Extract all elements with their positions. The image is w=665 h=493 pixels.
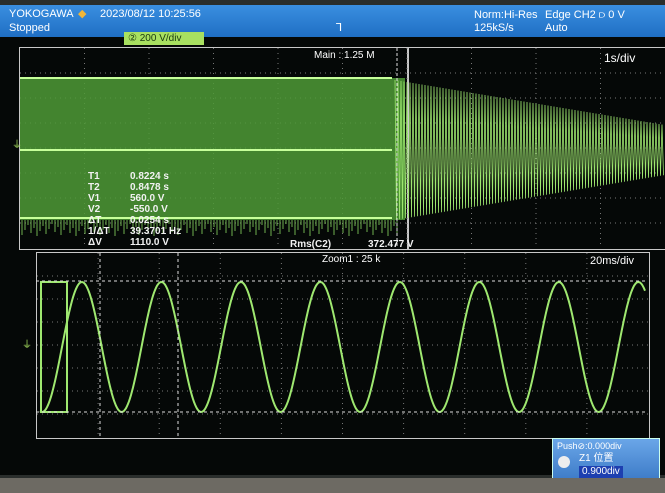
main-panel <box>19 47 409 250</box>
zoom-sine-waveform <box>39 280 646 414</box>
zoom-factor: Zoom1 : 25 k <box>322 254 381 265</box>
ground-marker-icon: ⏚ <box>12 140 22 151</box>
measurement-name: ΔT <box>88 215 102 226</box>
sample-rate: 125kS/s <box>474 22 514 34</box>
trigger-position-icon: Ꞁ <box>336 22 343 34</box>
channel2-scale[interactable]: ② 200 V/div <box>124 32 204 45</box>
brand-logo: YOKOGAWA <box>9 8 74 20</box>
status-header: YOKOGAWA ◆ 2023/08/12 10:25:56 Stopped Ꞁ… <box>0 5 665 37</box>
measurement-value: 0.8224 s <box>130 171 169 182</box>
popup-title: Z1 位置 <box>579 453 614 464</box>
measurement-value: 39.3701 Hz <box>130 226 182 237</box>
bezel <box>0 478 665 493</box>
zoom-panel <box>36 252 650 439</box>
zoom-timebase: 20ms/div <box>590 255 635 267</box>
knob-icon <box>558 456 570 468</box>
main-record-length: Main : 1.25 M <box>314 50 375 61</box>
measurement-name: T2 <box>88 182 100 193</box>
rms-value: 372.477 V <box>368 239 414 250</box>
measurement-name: T1 <box>88 171 100 182</box>
zoom-transient <box>40 281 68 413</box>
measurement-value: 560.0 V <box>130 193 165 204</box>
trigger-setting: Edge CH2 ⫐ 0 V <box>545 9 625 21</box>
diamond-icon: ◆ <box>78 8 87 20</box>
datetime: 2023/08/12 10:25:56 <box>100 8 201 20</box>
acquisition-mode: Norm:Hi-Res <box>474 9 538 21</box>
measurement-value: 0.8478 s <box>130 182 169 193</box>
measurement-name: 1/ΔT <box>88 226 110 237</box>
run-status: Stopped <box>9 22 50 34</box>
measurement-value: -550.0 V <box>130 204 168 215</box>
main-timebase: 1s/div <box>604 51 636 65</box>
rms-label: Rms(C2) <box>290 239 332 250</box>
decay-waveform <box>394 79 664 220</box>
zoom-position-popup[interactable]: Push⊘:0.000div Z1 位置 0.900div <box>552 438 660 480</box>
zoom-ground-marker-icon: ⏚ <box>22 340 32 351</box>
trigger-mode: Auto <box>545 22 568 34</box>
measurement-name: V2 <box>88 204 101 215</box>
zoom-position-value[interactable]: 0.900div <box>579 466 623 478</box>
noise-spikes <box>21 220 398 236</box>
measurement-value: 0.0254 s <box>130 215 169 226</box>
push-hint: Push⊘:0.000div <box>557 441 622 451</box>
measurement-name: V1 <box>88 193 101 204</box>
measurement-name: ΔV <box>88 237 102 248</box>
measurement-value: 1110.0 V <box>130 237 169 248</box>
